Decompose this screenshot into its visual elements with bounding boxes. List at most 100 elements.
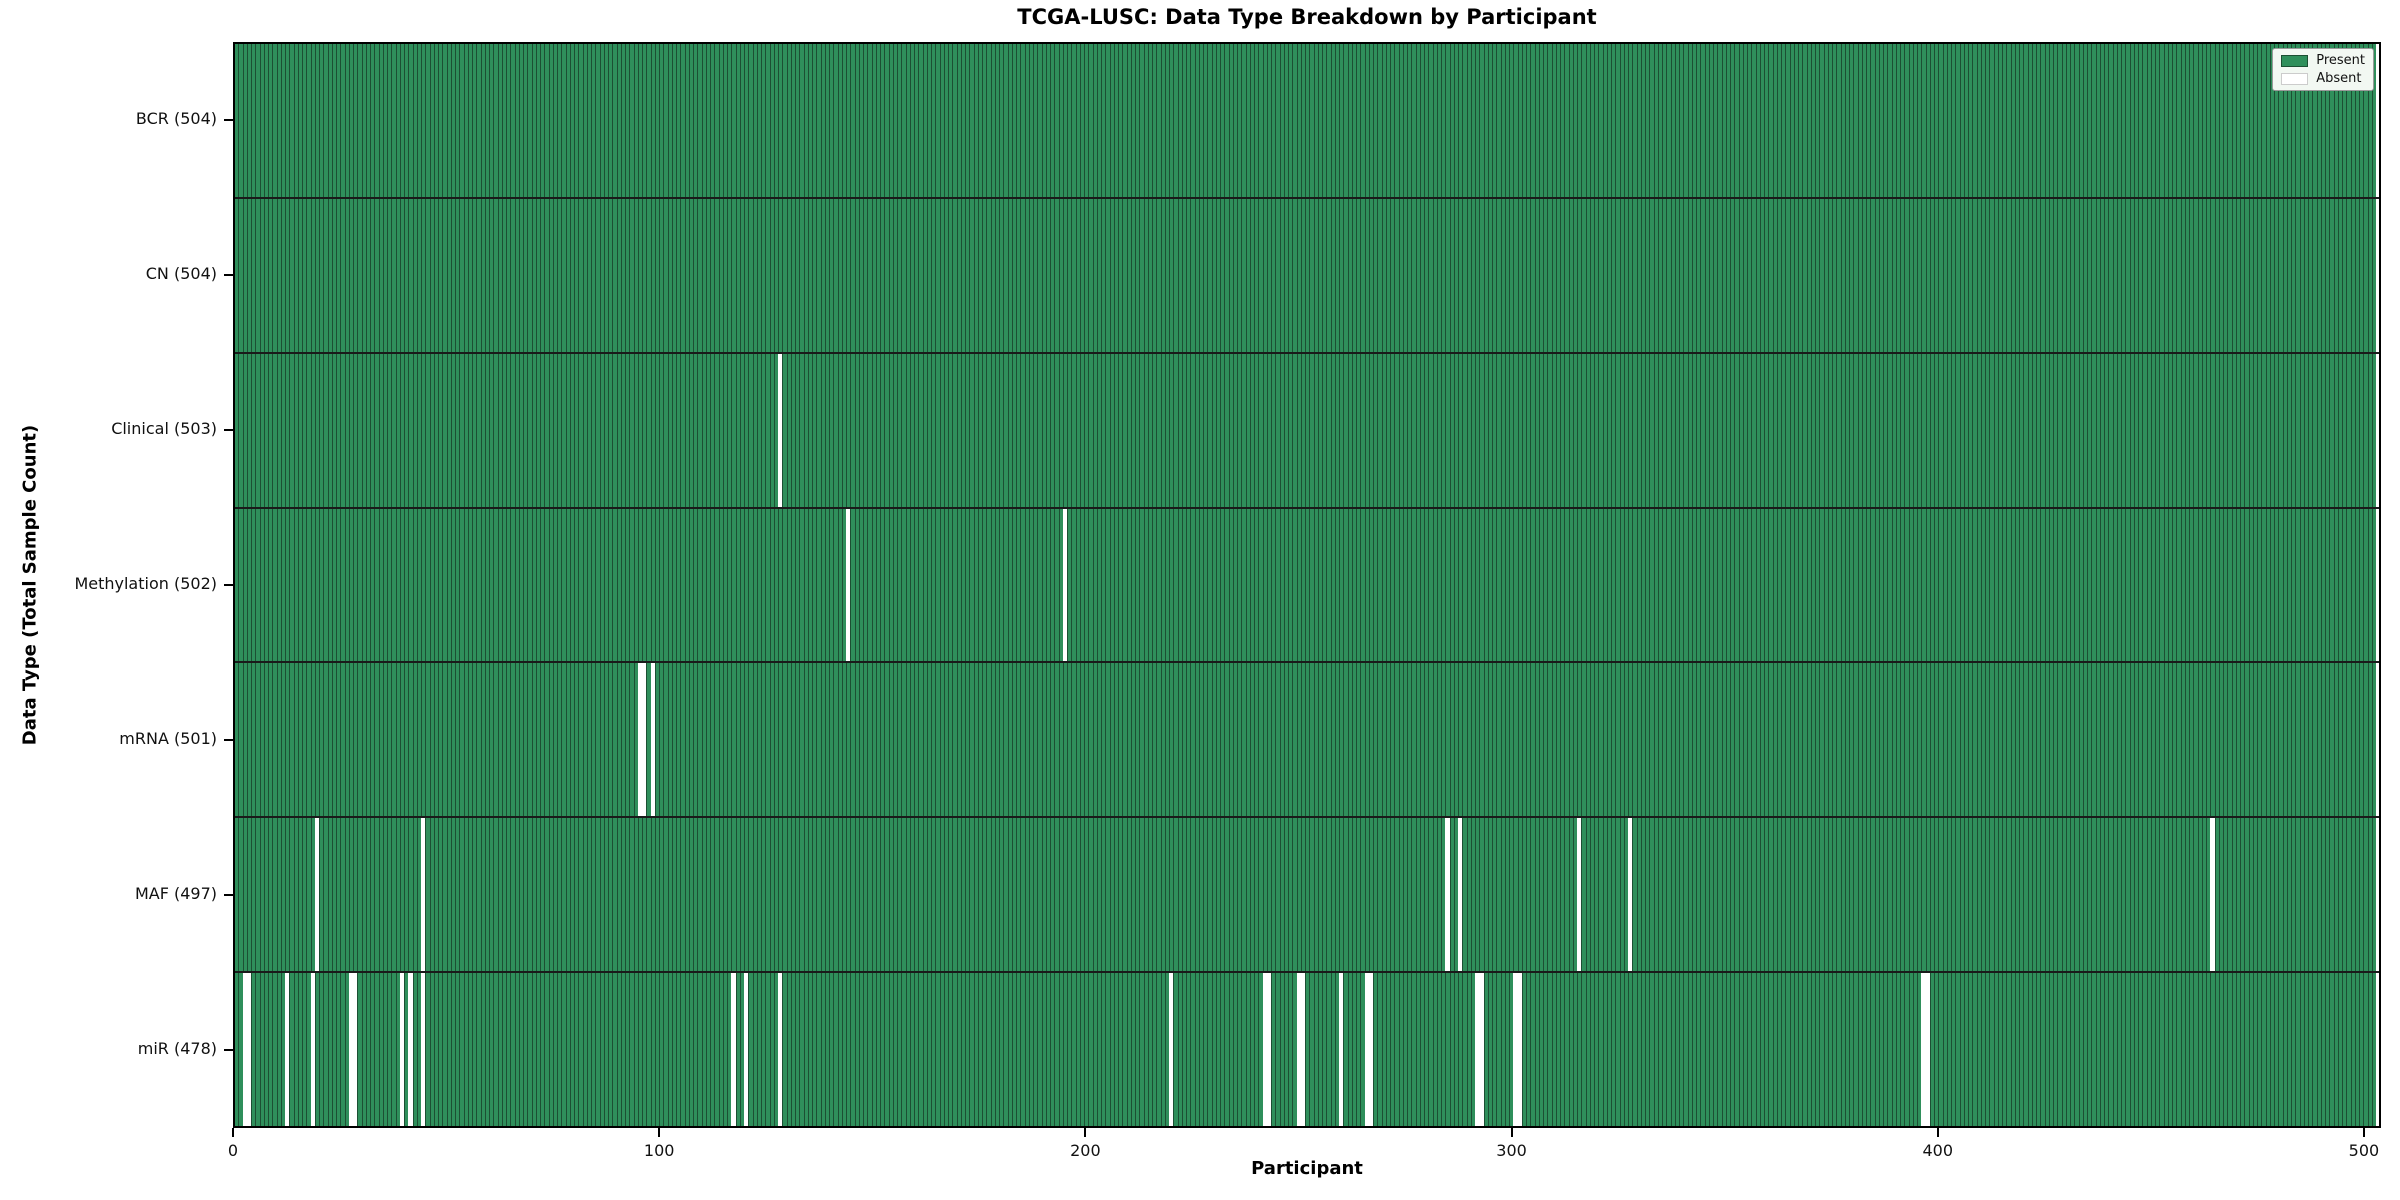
cell-present [412, 44, 417, 197]
cell-present [880, 818, 885, 972]
cell-present [319, 353, 324, 507]
cell-present [867, 44, 872, 197]
cell-present [807, 818, 812, 972]
cell-present [327, 818, 332, 972]
cell-present [1823, 663, 1828, 817]
cell-present [2257, 973, 2262, 1127]
cell-present [1815, 508, 1820, 662]
cell-present [1220, 818, 1225, 972]
cell-present [2138, 818, 2143, 972]
cell-present [603, 663, 608, 817]
cell-present [2312, 508, 2317, 662]
cell-present [1653, 508, 1658, 662]
cell-present [629, 198, 634, 352]
cell-present [693, 44, 698, 197]
cell-present [1186, 818, 1191, 972]
cell-present [782, 44, 787, 197]
cell-present [1938, 44, 1943, 197]
cell-present [2019, 818, 2024, 972]
cell-present [438, 818, 443, 972]
cell-present [1364, 818, 1369, 972]
cell-present [2291, 973, 2296, 1127]
cell-present [1530, 198, 1535, 352]
cell-present [816, 508, 821, 662]
cell-present [1258, 353, 1263, 507]
cell-present [812, 198, 817, 352]
cell-present [1849, 44, 1854, 197]
cell-present [782, 663, 787, 817]
cell-present [302, 44, 307, 197]
cell-present [2057, 508, 2062, 662]
cell-present [1662, 663, 1667, 817]
cell-present [1836, 353, 1841, 507]
cell-present [2053, 818, 2058, 972]
cell-present [2023, 508, 2028, 662]
cell-present [1143, 663, 1148, 817]
cell-present [1054, 353, 1059, 507]
cell-present [2346, 198, 2351, 352]
cell-present [2329, 973, 2334, 1127]
cell-present [1657, 353, 1662, 507]
cell-present [1105, 508, 1110, 662]
cell-present [786, 508, 791, 662]
cell-present [1551, 663, 1556, 817]
cell-present [1322, 973, 1327, 1127]
cell-present [2282, 508, 2287, 662]
cell-present [833, 44, 838, 197]
cell-present [1679, 508, 1684, 662]
cell-present [255, 353, 260, 507]
cell-present [884, 818, 889, 972]
cell-present [1237, 353, 1242, 507]
cell-present [319, 973, 324, 1127]
cell-present [727, 353, 732, 507]
cell-present [922, 973, 927, 1127]
cell-present [2091, 44, 2096, 197]
cell-present [1300, 508, 1305, 662]
cell-present [1232, 818, 1237, 972]
cell-present [557, 44, 562, 197]
cell-present [1441, 198, 1446, 352]
cell-present [1887, 663, 1892, 817]
cell-present [2316, 198, 2321, 352]
cell-present [1373, 663, 1378, 817]
cell-present [2104, 44, 2109, 197]
cell-present [1687, 973, 1692, 1127]
cell-present [2291, 663, 2296, 817]
cell-present [1849, 663, 1854, 817]
cell-present [1041, 818, 1046, 972]
cell-present [1343, 818, 1348, 972]
cell-present [2031, 198, 2036, 352]
cell-present [1721, 973, 1726, 1127]
cell-present [1577, 973, 1582, 1127]
cell-present [421, 663, 426, 817]
cell-present [476, 353, 481, 507]
cell-present [1075, 508, 1080, 662]
cell-present [654, 818, 659, 972]
cell-present [531, 353, 536, 507]
cell-present [1955, 353, 1960, 507]
cell-present [1241, 973, 1246, 1127]
cell-present [2048, 818, 2053, 972]
cell-present [1402, 44, 1407, 197]
cell-present [952, 44, 957, 197]
cell-present [2104, 973, 2109, 1127]
cell-present [846, 818, 851, 972]
cell-present [1475, 663, 1480, 817]
cell-present [2257, 818, 2262, 972]
cell-present [994, 44, 999, 197]
cell-present [1759, 198, 1764, 352]
cell-present [599, 508, 604, 662]
cell-present [1428, 353, 1433, 507]
cell-present [1683, 818, 1688, 972]
cell-present [1296, 663, 1301, 817]
cell-present [297, 508, 302, 662]
cell-present [2223, 663, 2228, 817]
cell-present [1419, 198, 1424, 352]
cell-present [727, 663, 732, 817]
cell-present [2197, 198, 2202, 352]
cell-present [1041, 198, 1046, 352]
cell-present [1747, 508, 1752, 662]
cell-present [2116, 663, 2121, 817]
cell-present [1832, 508, 1837, 662]
cell-present [654, 973, 659, 1127]
